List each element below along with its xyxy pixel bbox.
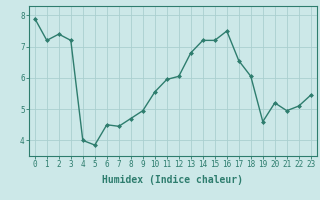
X-axis label: Humidex (Indice chaleur): Humidex (Indice chaleur)	[102, 175, 243, 185]
